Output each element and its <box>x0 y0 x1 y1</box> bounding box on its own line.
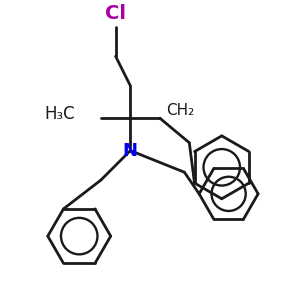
Text: N: N <box>123 142 138 160</box>
Text: Cl: Cl <box>105 4 126 23</box>
Text: H₃C: H₃C <box>45 105 75 123</box>
Text: CH₂: CH₂ <box>166 103 194 118</box>
